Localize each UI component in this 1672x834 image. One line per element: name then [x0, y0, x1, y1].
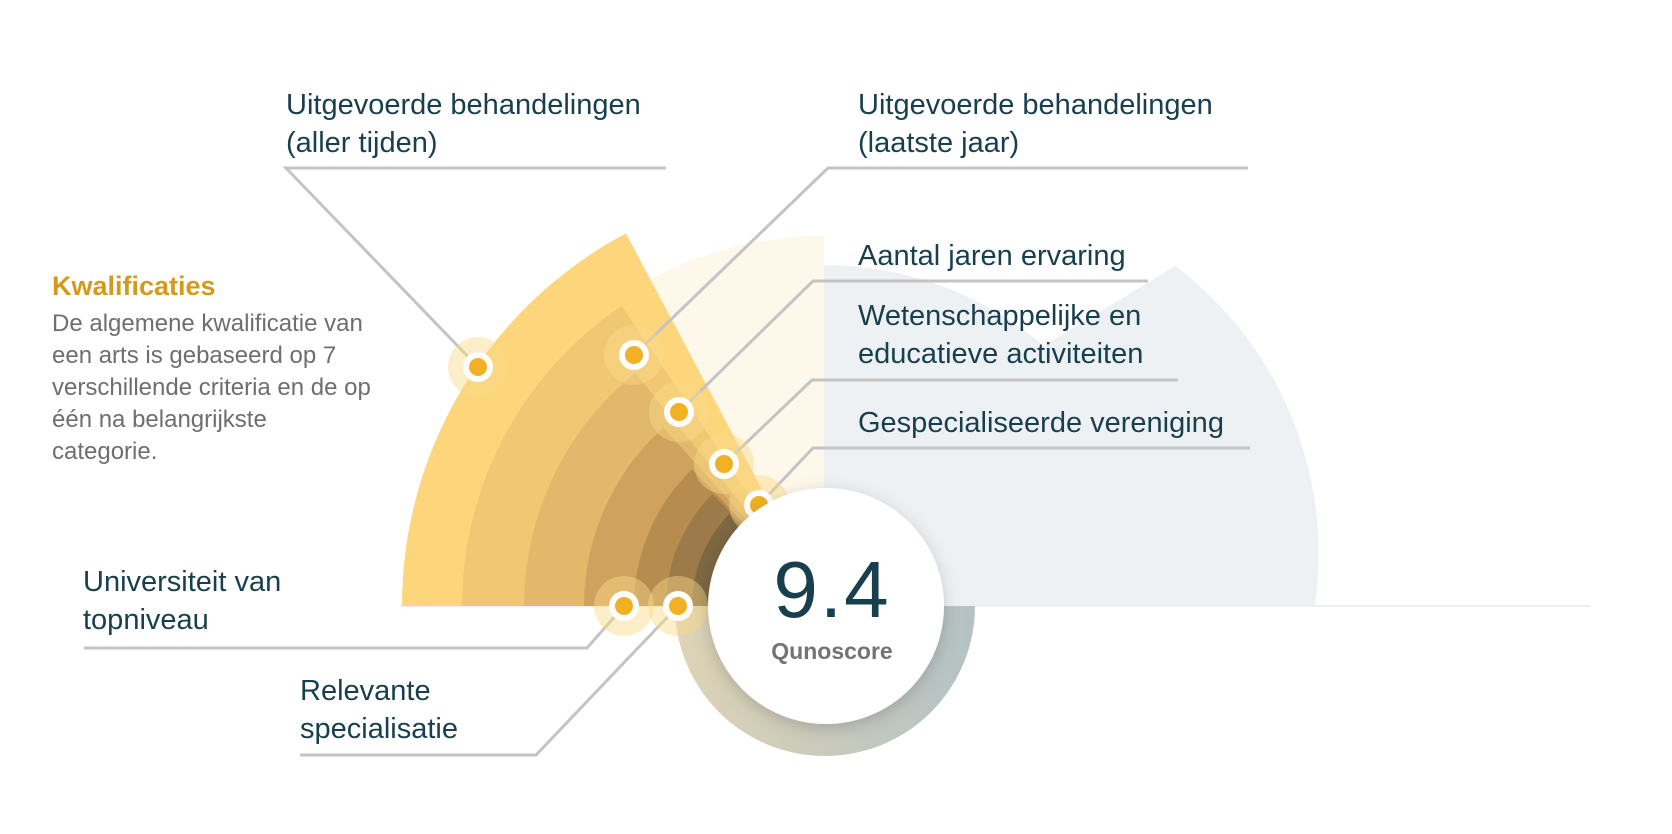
leader-line-5 — [757, 446, 1250, 507]
criterion-label-specialised-association: Gespecialiseerde vereniging — [858, 407, 1224, 439]
leader-line-6 — [84, 605, 626, 650]
criterion-marker-6 — [594, 576, 654, 636]
intro-title: Kwalificaties — [52, 271, 216, 301]
criterion-label-last-year-treatments: Uitgevoerde behandelingen (laatste jaar) — [858, 89, 1213, 159]
criterion-marker-2 — [604, 325, 664, 385]
criterion-marker-4 — [694, 434, 754, 494]
criterion-label-years-experience: Aantal jaren ervaring — [858, 240, 1126, 272]
score-block: 9.4 Qunoscore — [712, 548, 952, 666]
criterion-label-top-university: Universiteit van topniveau — [83, 566, 282, 636]
leader-line-1 — [282, 166, 666, 369]
criterion-label-all-time-treatments: Uitgevoerde behandelingen (aller tijden) — [286, 89, 641, 159]
criterion-marker-3 — [649, 382, 709, 442]
intro-text: De algemene kwalificatie van een arts is… — [52, 310, 371, 465]
score-label: Qunoscore — [771, 638, 893, 664]
criterion-label-relevant-specialisation: Relevante specialisatie — [300, 675, 458, 745]
leader-line-7 — [300, 604, 680, 757]
score-circle — [708, 488, 944, 724]
leader-line-2 — [632, 166, 1248, 357]
criterion-marker-7 — [648, 576, 708, 636]
score-ring — [675, 606, 975, 756]
background-peak — [824, 266, 1319, 605]
criterion-marker-1 — [448, 337, 508, 397]
criterion-label-scientific-activities: Wetenschappelijke en educatieve activitei… — [858, 300, 1144, 370]
leader-line-4 — [722, 378, 1178, 466]
intro-block: Kwalificaties De algemene kwalificatie v… — [52, 268, 382, 468]
leader-line-3 — [677, 279, 1148, 414]
score-value: 9.4 — [773, 545, 891, 634]
